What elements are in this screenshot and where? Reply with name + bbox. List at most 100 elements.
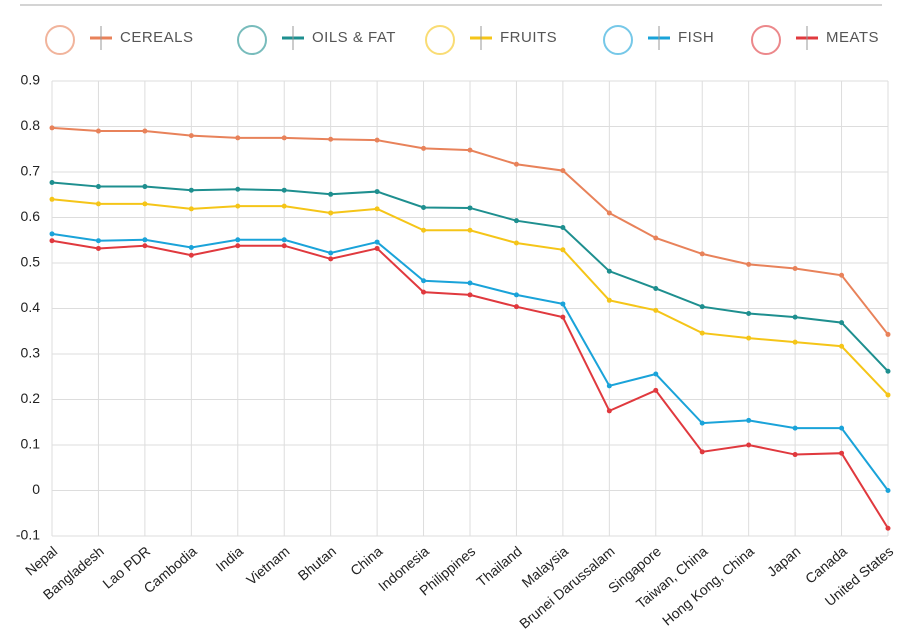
point — [374, 137, 380, 143]
x-tick-label: India — [213, 543, 247, 575]
legend-label: MEATS — [826, 29, 879, 46]
x-tick-label: Vietnam — [243, 543, 292, 588]
point — [792, 265, 798, 271]
point — [746, 261, 752, 267]
point — [839, 320, 845, 326]
point — [374, 189, 380, 195]
point — [95, 128, 101, 134]
point — [560, 314, 566, 320]
point — [49, 238, 55, 244]
point — [142, 201, 148, 207]
point — [421, 278, 427, 284]
point — [792, 452, 798, 458]
point — [142, 243, 148, 249]
point — [746, 311, 752, 317]
x-tick-label: Nepal — [22, 543, 60, 579]
point — [885, 392, 891, 398]
point — [653, 235, 659, 241]
legend-icon — [425, 25, 455, 55]
point — [513, 240, 519, 246]
x-tick-label: Thailand — [473, 543, 524, 590]
x-tick-label: China — [347, 543, 385, 579]
y-tick-label: 0.4 — [21, 299, 41, 315]
point — [281, 237, 287, 243]
point — [839, 343, 845, 349]
point — [328, 210, 334, 216]
point — [328, 256, 334, 262]
point — [653, 387, 659, 393]
point — [885, 525, 891, 531]
point — [746, 335, 752, 341]
point — [467, 147, 473, 153]
point — [699, 304, 705, 310]
point — [281, 203, 287, 209]
point — [95, 201, 101, 207]
y-tick-label: 0.2 — [21, 390, 41, 406]
point — [49, 125, 55, 131]
point — [513, 304, 519, 310]
point — [699, 251, 705, 257]
x-tick-label: Bhutan — [295, 543, 339, 584]
point — [467, 292, 473, 298]
point — [49, 196, 55, 202]
legend-label: FISH — [678, 29, 714, 46]
y-tick-label: 0.3 — [21, 345, 41, 361]
point — [885, 331, 891, 337]
legend-label: FRUITS — [500, 29, 557, 46]
point — [421, 204, 427, 210]
point — [421, 227, 427, 233]
y-tick-label: 0.9 — [21, 72, 41, 88]
legend-label: CEREALS — [120, 29, 194, 46]
point — [699, 330, 705, 336]
point — [792, 425, 798, 431]
point — [746, 442, 752, 448]
point — [235, 243, 241, 249]
point — [839, 272, 845, 278]
point — [374, 206, 380, 212]
x-tick-label: Japan — [764, 543, 804, 580]
point — [188, 187, 194, 193]
point — [606, 268, 612, 274]
point — [885, 488, 891, 493]
point — [746, 417, 752, 423]
point — [467, 280, 473, 286]
point — [235, 203, 241, 209]
point — [49, 231, 55, 237]
legend-icon — [751, 25, 781, 55]
point — [281, 243, 287, 249]
point — [142, 128, 148, 134]
point — [95, 238, 101, 244]
point — [653, 285, 659, 291]
point — [188, 206, 194, 212]
point — [328, 136, 334, 142]
point — [467, 205, 473, 211]
point — [188, 245, 194, 251]
point — [839, 450, 845, 456]
point — [560, 301, 566, 307]
point — [606, 383, 612, 389]
legend-icon — [603, 25, 633, 55]
point — [188, 252, 194, 258]
y-tick-label: 0.5 — [21, 254, 41, 270]
point — [235, 186, 241, 192]
legend-icon — [237, 25, 267, 55]
point — [49, 179, 55, 185]
y-tick-label: -0.1 — [16, 527, 40, 543]
point — [235, 135, 241, 141]
point — [281, 187, 287, 193]
point — [839, 425, 845, 431]
point — [421, 289, 427, 295]
point — [328, 250, 334, 256]
point — [606, 297, 612, 303]
point — [421, 145, 427, 151]
point — [513, 218, 519, 224]
point — [142, 237, 148, 243]
y-tick-label: 0.7 — [21, 163, 41, 179]
point — [374, 239, 380, 245]
y-tick-label: 0 — [32, 481, 40, 497]
point — [653, 307, 659, 313]
point — [653, 371, 659, 377]
point — [467, 227, 473, 233]
point — [374, 245, 380, 251]
